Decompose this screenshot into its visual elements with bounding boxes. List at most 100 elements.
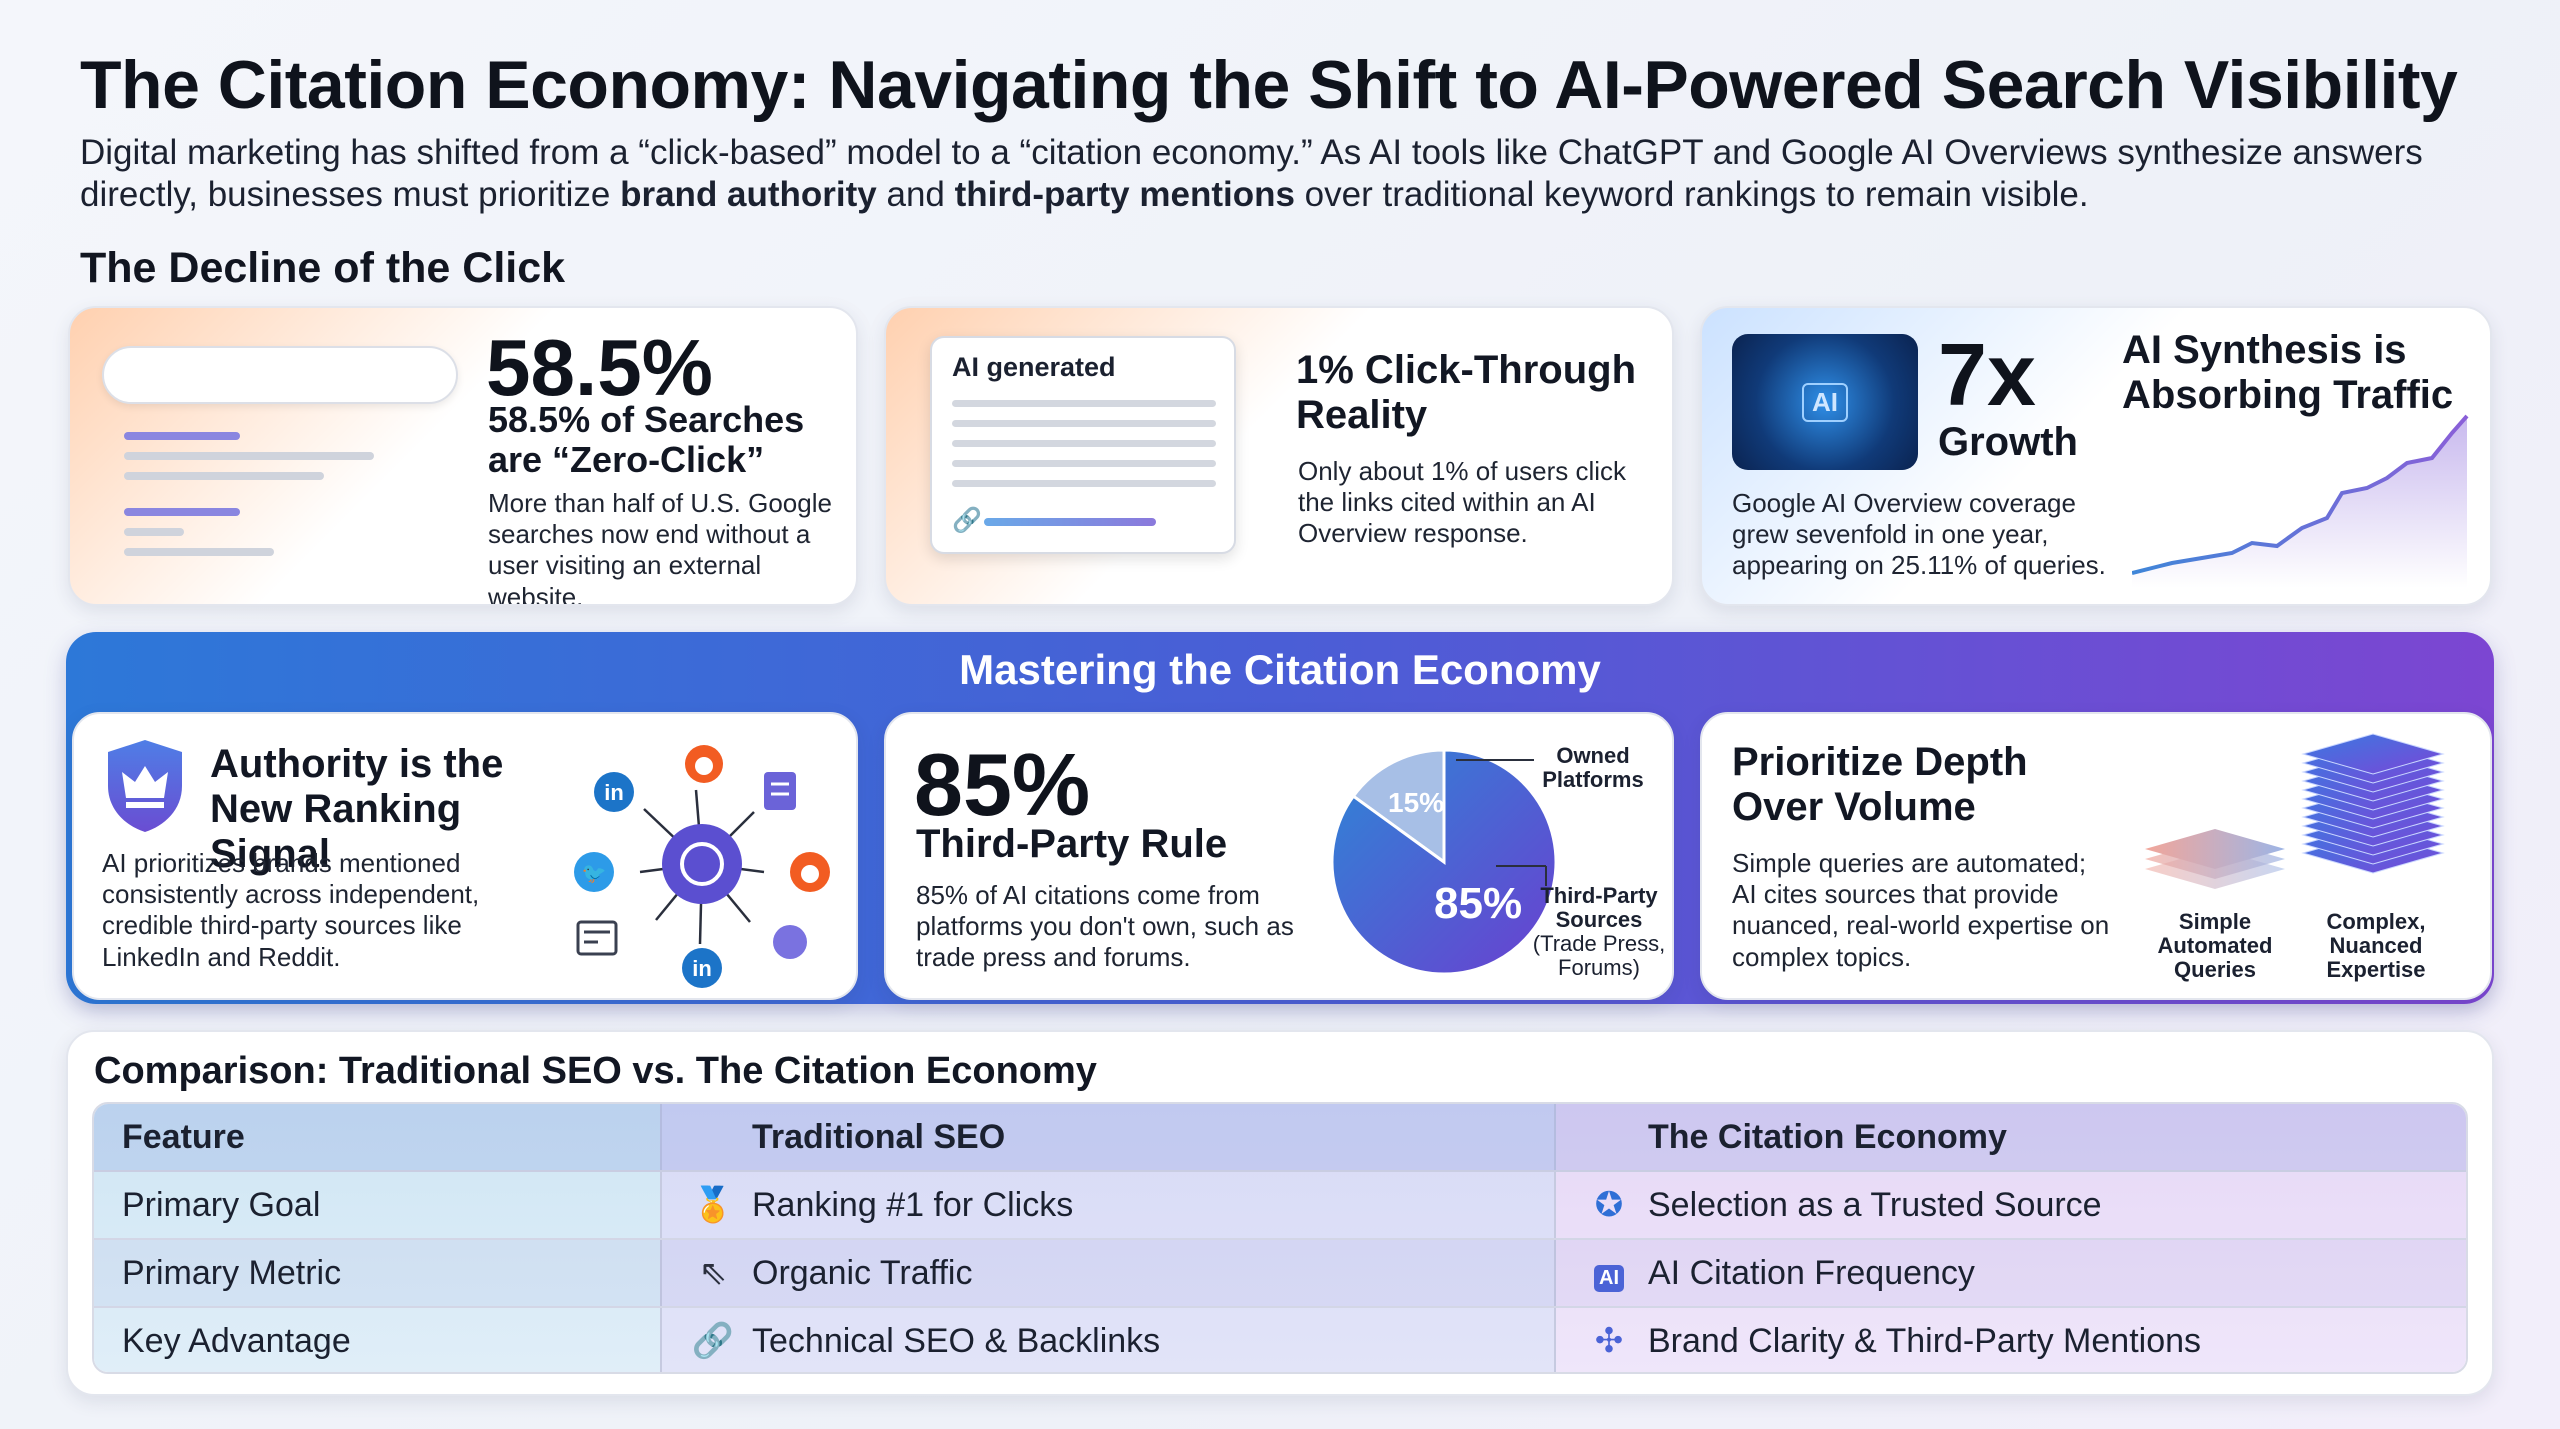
citation-goal-text: Selection as a Trusted Source: [1648, 1185, 2102, 1224]
row-primary-goal-citation: ✪ Selection as a Trusted Source: [1584, 1172, 2102, 1238]
result-line: [124, 528, 184, 536]
document-icon: [764, 772, 796, 810]
ai-generated-label: AI generated: [952, 352, 1116, 382]
growth-trend-line: [2132, 414, 2469, 588]
header-traditional-seo: Traditional SEO: [752, 1117, 1006, 1156]
header-row-bg: [94, 1104, 2466, 1170]
row-primary-metric-citation: AI AI Citation Frequency: [1584, 1240, 1975, 1306]
depth-title: Prioritize Depth Over Volume: [1732, 740, 2028, 829]
growth-stat: 7x: [1938, 325, 2036, 424]
ai-synthesis-card: AI 7x Growth AI Synthesis is Absorbing T…: [1700, 306, 2492, 606]
row-key-advantage-seo: 🔗 Technical SEO & Backlinks: [688, 1308, 1161, 1372]
third-party-stat: 85%: [914, 735, 1091, 834]
medal-icon: 🏅: [691, 1186, 735, 1224]
row-stripe: [94, 1240, 2466, 1306]
svg-text:🐦: 🐦: [582, 861, 607, 885]
svg-text:in: in: [604, 780, 624, 805]
depth-card: Prioritize Depth Over Volume Simple quer…: [1700, 712, 2492, 1000]
click-through-card: AI generated 🔗 1% Click-Through Reality …: [884, 306, 1674, 606]
zero-click-body: More than half of U.S. Google searches n…: [488, 488, 832, 606]
search-bar-illustration: [102, 346, 458, 404]
svg-text:in: in: [692, 956, 712, 981]
zero-click-card: 58.5% 58.5% of Searches are “Zero-Click”…: [68, 306, 858, 606]
complex-expertise-stack-icon: [2301, 733, 2445, 874]
click-through-body: Only about 1% of users click the links c…: [1298, 456, 1627, 549]
mock-line: [952, 420, 1216, 427]
legend-owned-platforms: Owned Platforms: [1542, 743, 1644, 793]
row-key-advantage-feature: Key Advantage: [122, 1321, 351, 1360]
zero-click-stat: 58.5%: [486, 323, 713, 412]
linkedin-icon: [594, 772, 634, 812]
row-divider: [94, 1306, 2466, 1308]
pie-slice-owned-platforms: [1351, 748, 1446, 865]
citation-source-pie-chart: 15% 85%: [1330, 748, 1558, 976]
citation-advantage-text: Brand Clarity & Third-Party Mentions: [1648, 1321, 2202, 1360]
mock-line: [952, 480, 1216, 487]
ai-synthesis-body: Google AI Overview coverage grew sevenfo…: [1732, 488, 2106, 581]
row-primary-metric-feature: Primary Metric: [122, 1253, 342, 1292]
result-line: [124, 548, 274, 556]
ai-chip-label: AI: [1802, 382, 1848, 422]
verified-badge-icon: ✪: [1594, 1186, 1624, 1224]
blog-icon: [773, 925, 807, 959]
row-key-advantage-citation: ✣ Brand Clarity & Third-Party Mentions: [1584, 1308, 2202, 1372]
shield-crown-icon: [108, 740, 182, 832]
comparison-title: Comparison: Traditional SEO vs. The Cita…: [94, 1050, 1097, 1092]
network-icon: ✣: [1594, 1322, 1624, 1360]
seo-goal-text: Ranking #1 for Clicks: [752, 1185, 1074, 1224]
row-primary-goal-seo: 🏅 Ranking #1 for Clicks: [688, 1172, 1073, 1238]
header-feature: Feature: [122, 1117, 245, 1156]
pie-label-owned: 15%: [1388, 787, 1444, 818]
row-divider: [94, 1170, 2466, 1172]
growth-label: Growth: [1938, 420, 2078, 464]
row-divider: [94, 1238, 2466, 1240]
section-heading-decline: The Decline of the Click: [80, 244, 566, 292]
row-primary-goal-feature: Primary Goal: [122, 1185, 321, 1224]
third-party-title: Third-Party Rule: [916, 822, 1228, 866]
zero-click-title: 58.5% of Searches are “Zero-Click”: [488, 399, 805, 481]
expertise-layer: [2301, 733, 2445, 775]
mastering-title: Mastering the Citation Economy: [959, 646, 1601, 693]
news-icon: [576, 920, 618, 956]
link-icon: 🔗: [952, 507, 982, 534]
authority-card: Authority is the New Ranking Signal AI p…: [72, 712, 858, 1000]
complex-expertise-label: Complex, Nuanced Expertise: [2326, 909, 2426, 983]
pie-label-third-party: 85%: [1434, 879, 1522, 928]
linkedin-icon: [682, 948, 722, 988]
result-line: [124, 508, 240, 516]
header-citation-economy: The Citation Economy: [1648, 1117, 2007, 1156]
cited-link-bar: [984, 518, 1156, 526]
openai-icon: [662, 824, 742, 904]
mock-line: [952, 460, 1216, 467]
third-party-body: 85% of AI citations come from platforms …: [916, 880, 1294, 973]
link-icon: 🔗: [691, 1322, 735, 1360]
intro-paragraph: Digital marketing has shifted from a “cl…: [80, 133, 2423, 214]
mock-line: [952, 440, 1216, 447]
emphasis-brand-authority: brand authority: [620, 175, 877, 214]
result-line: [124, 452, 374, 460]
legend-third-party-note: (Trade Press, Forums): [1532, 931, 1666, 981]
comparison-table: Feature Traditional SEO The Citation Eco…: [92, 1102, 2468, 1374]
click-through-title: 1% Click-Through Reality: [1296, 348, 1637, 437]
result-line: [124, 472, 324, 480]
emphasis-third-party-mentions: third-party mentions: [954, 175, 1295, 214]
seo-advantage-text: Technical SEO & Backlinks: [752, 1321, 1161, 1360]
page-title: The Citation Economy: Navigating the Shi…: [80, 47, 2458, 123]
ai-chip-icon: AI: [1584, 1254, 1634, 1293]
seo-metric-text: Organic Traffic: [752, 1253, 973, 1292]
citation-metric-text: AI Citation Frequency: [1648, 1253, 1975, 1292]
simple-queries-label: Simple Automated Queries: [2157, 909, 2273, 983]
depth-body: Simple queries are automated; AI cites s…: [1732, 848, 2110, 972]
ai-answer-mockup: AI generated 🔗: [930, 336, 1236, 554]
mock-line: [952, 400, 1216, 407]
row-primary-metric-seo: ⇖ Organic Traffic: [688, 1240, 973, 1306]
authority-body: AI prioritizes brands mentioned consiste…: [102, 848, 480, 972]
twitter-icon: [574, 852, 614, 892]
legend-third-party-sources: Third-Party Sources: [1540, 883, 1658, 933]
simple-queries-stack-icon: [2145, 829, 2285, 889]
result-line: [124, 432, 240, 440]
ai-brain-chip-icon: AI: [1732, 334, 1918, 470]
ai-synthesis-title: AI Synthesis is Absorbing Traffic: [2122, 328, 2454, 417]
third-party-card: 85% Third-Party Rule 85% of AI citations…: [884, 712, 1674, 1000]
pie-slice-third-party-sources: [1330, 748, 1558, 976]
